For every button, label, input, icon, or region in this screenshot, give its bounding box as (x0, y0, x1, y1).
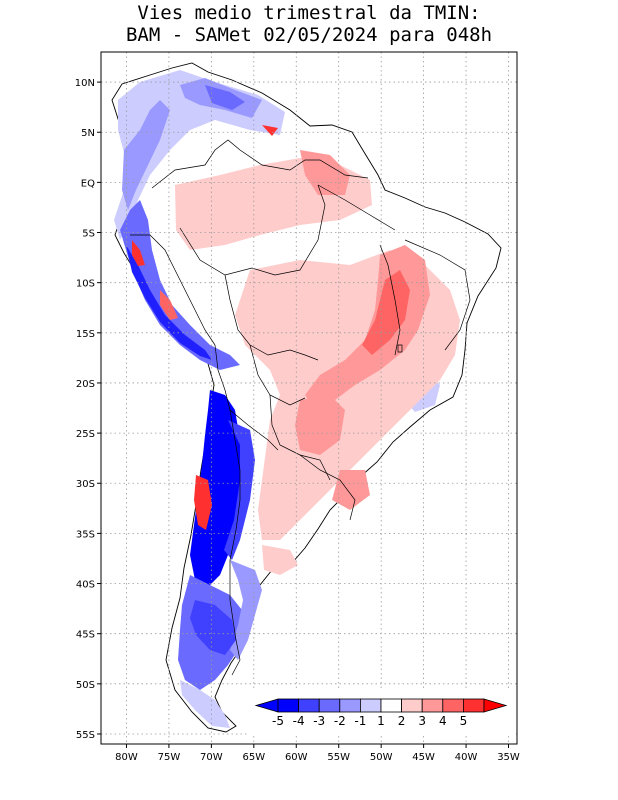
latitude-axis: 10N 5N EQ 5S 10S 15S 20S 25S 30S 35S 40S 45S 50S 55S (75, 78, 101, 741)
lon-tick-label: 35W (497, 752, 520, 763)
lat-tick-label: 55S (76, 730, 95, 741)
colorbar-label: 3 (418, 714, 426, 728)
lat-tick-label: 20S (76, 379, 95, 390)
lat-tick-label: 25S (76, 429, 95, 440)
lat-tick-label: 15S (76, 329, 95, 340)
lon-tick-label: 45W (412, 752, 435, 763)
colorbar-swatch (298, 698, 320, 713)
lat-tick-label: 35S (76, 529, 95, 540)
map-field (111, 62, 502, 733)
lon-tick-label: 80W (115, 752, 138, 763)
colorbar-swatch (462, 698, 485, 713)
title-line-2: BAM - SAMet 02/05/2024 para 048h (125, 24, 493, 46)
lon-tick-label: 75W (158, 752, 181, 763)
lon-tick-label: 55W (327, 752, 350, 763)
colorbar-label: 1 (377, 714, 385, 728)
lon-tick-label: 70W (200, 752, 223, 763)
map-frame (100, 51, 518, 745)
lon-tick-label: 50W (370, 752, 393, 763)
colorbar-label: -2 (334, 714, 346, 728)
longitude-axis: 80W 75W 70W 65W 60W 55W 50W 45W 40W 35W (115, 744, 520, 763)
lon-tick-label: 60W (285, 752, 308, 763)
colorbar-label: 5 (460, 714, 468, 728)
graticule (101, 52, 517, 744)
colorbar-label: -4 (293, 714, 305, 728)
lat-tick-label: 5N (81, 128, 95, 139)
colorbar-label: 2 (398, 714, 406, 728)
colorbar-swatch (339, 698, 361, 713)
warm-bias-areas (132, 125, 460, 575)
lon-tick-label: 65W (243, 752, 266, 763)
colorbar-swatch (442, 698, 464, 713)
colorbar-swatch (421, 698, 444, 713)
lat-tick-label: 10S (76, 279, 95, 290)
lon-tick-label: 40W (455, 752, 478, 763)
lat-tick-label: 30S (76, 479, 95, 490)
colorbar-label: -3 (313, 714, 325, 728)
colorbar-over-arrow (483, 698, 508, 713)
colorbar-swatch (401, 698, 423, 713)
colorbar-swatch (277, 698, 300, 713)
colorbar-label: -1 (354, 714, 366, 728)
country-borders (130, 139, 471, 676)
lat-tick-label: EQ (81, 178, 95, 189)
lat-tick-label: 5S (82, 229, 95, 240)
lat-tick-label: 50S (76, 680, 95, 691)
lat-tick-label: 10N (75, 78, 95, 89)
colorbar-swatch (380, 698, 403, 713)
map-title: Vies medio trimestral da TMIN: BAM - SAM… (0, 2, 618, 46)
lat-tick-label: 40S (76, 580, 95, 591)
colorbar-swatch (359, 698, 382, 713)
colorbar-label: -5 (272, 714, 284, 728)
lat-tick-label: 45S (76, 630, 95, 641)
colorbar: -5 -4 -3 -2 -1 1 2 3 4 5 (248, 688, 516, 736)
title-line-1: Vies medio trimestral da TMIN: (137, 2, 481, 24)
colorbar-swatch (318, 698, 341, 713)
colorbar-label: 4 (439, 714, 447, 728)
